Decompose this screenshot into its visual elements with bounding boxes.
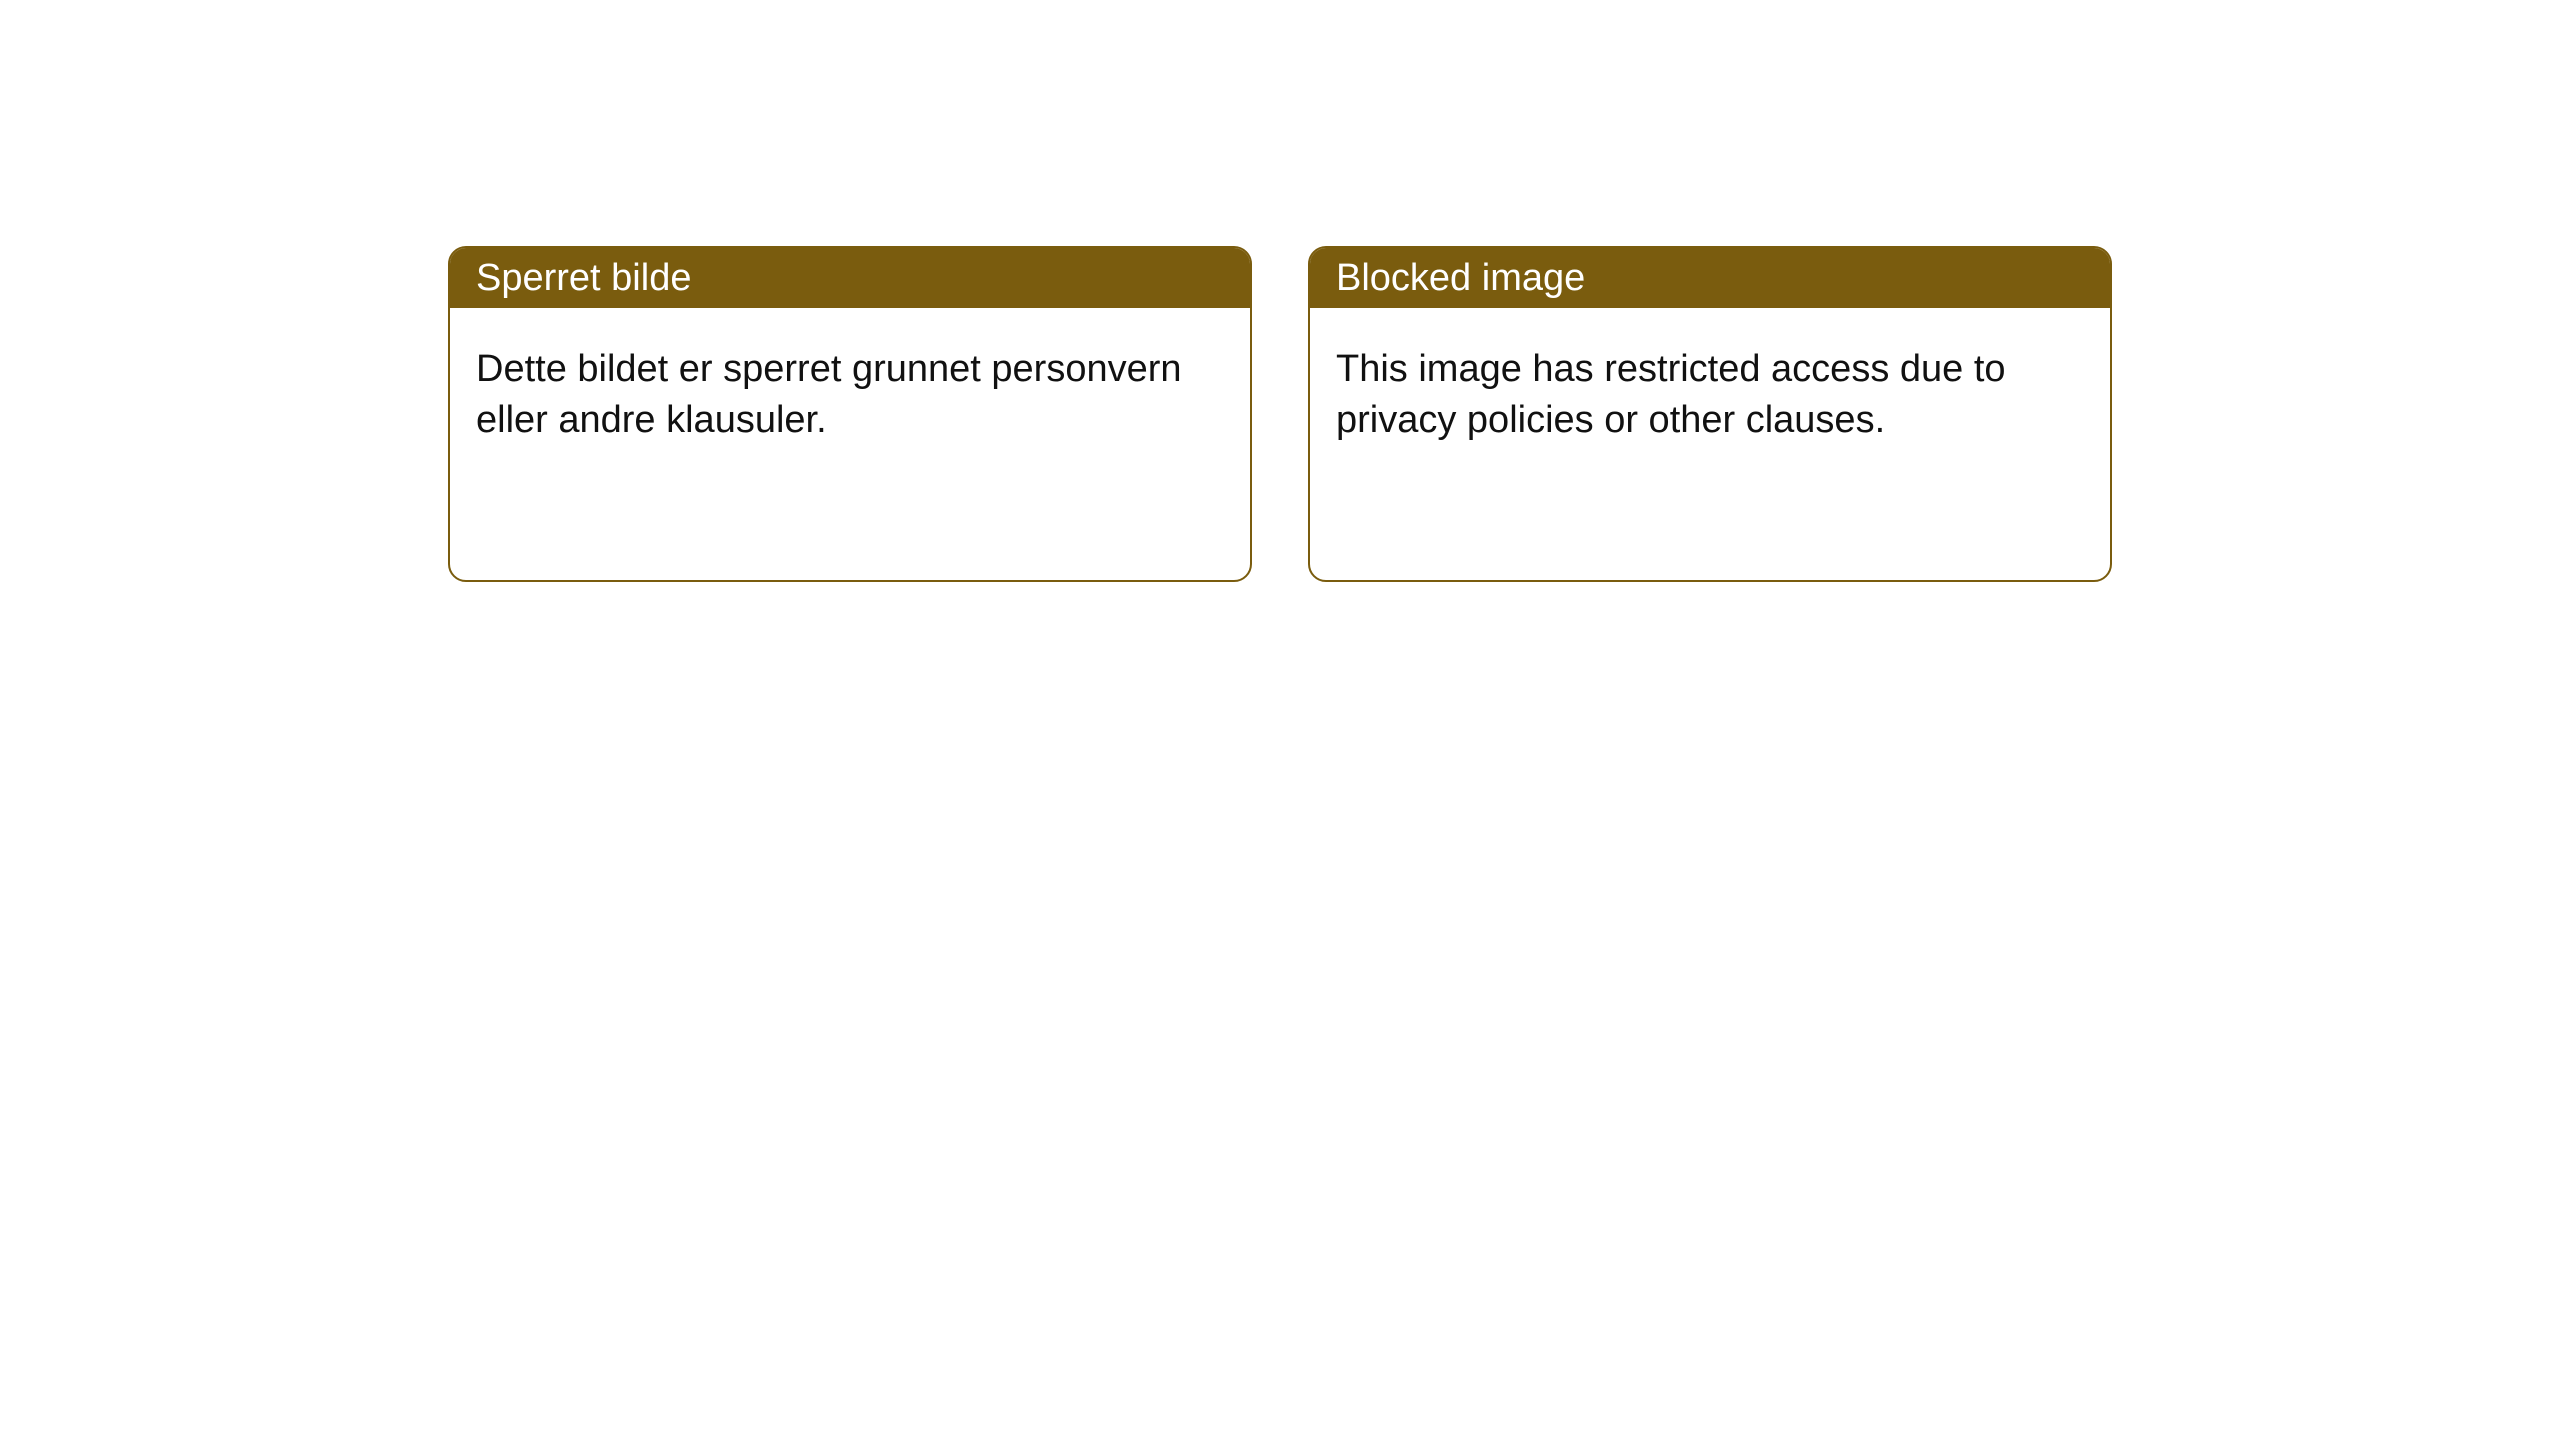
notice-container: Sperret bilde Dette bildet er sperret gr… xyxy=(0,0,2560,582)
notice-body-no: Dette bildet er sperret grunnet personve… xyxy=(450,308,1250,483)
notice-title-no: Sperret bilde xyxy=(450,248,1250,308)
notice-body-en: This image has restricted access due to … xyxy=(1310,308,2110,483)
notice-card-en: Blocked image This image has restricted … xyxy=(1308,246,2112,582)
notice-title-en: Blocked image xyxy=(1310,248,2110,308)
notice-card-no: Sperret bilde Dette bildet er sperret gr… xyxy=(448,246,1252,582)
